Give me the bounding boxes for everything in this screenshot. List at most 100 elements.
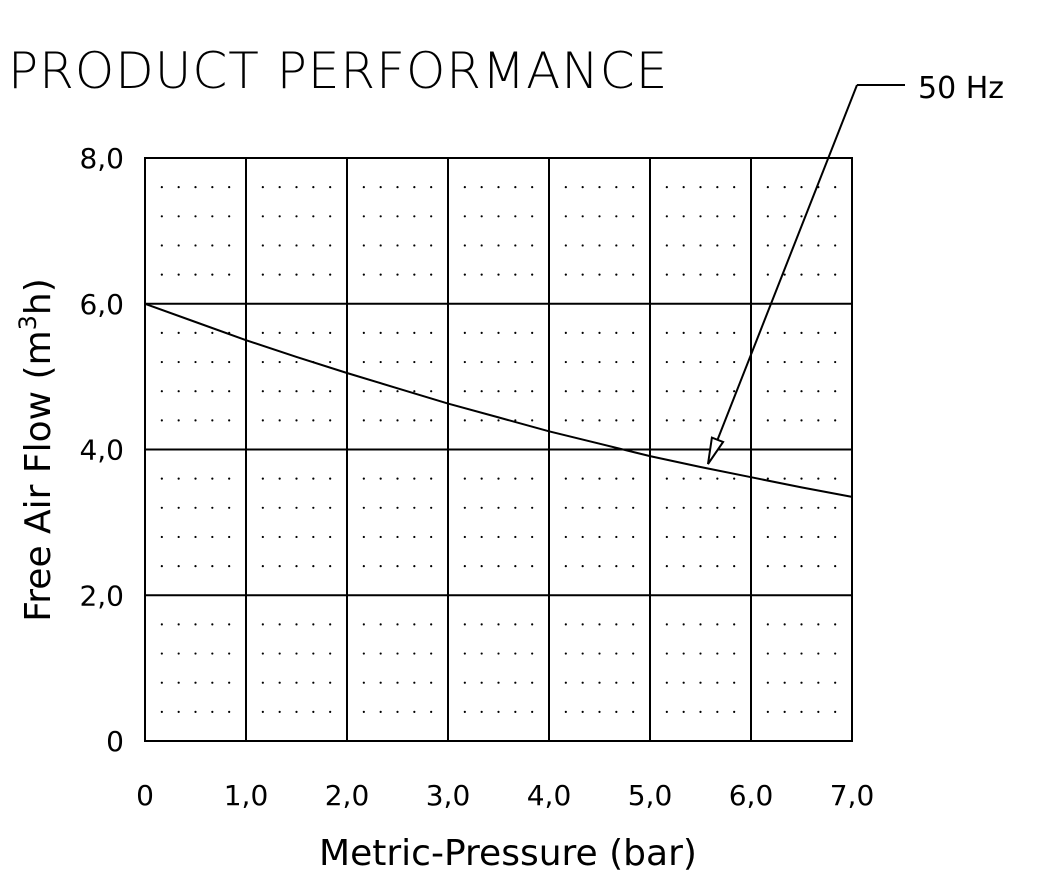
grid-dot <box>379 565 382 568</box>
grid-dot <box>295 477 298 480</box>
grid-dot <box>228 186 231 189</box>
grid-dot <box>278 506 281 509</box>
grid-dot <box>632 506 635 509</box>
grid-dot <box>379 506 382 509</box>
grid-dot <box>497 186 500 189</box>
grid-dot <box>261 710 264 713</box>
grid-dot <box>817 215 820 218</box>
y-tick-label: 0 <box>106 725 124 758</box>
grid-dot <box>716 681 719 684</box>
grid-dot <box>312 477 315 480</box>
grid-dot <box>278 186 281 189</box>
grid-dot <box>379 331 382 334</box>
grid-dot <box>211 244 214 247</box>
grid-dot <box>581 331 584 334</box>
grid-dot <box>699 244 702 247</box>
grid-dot <box>329 215 332 218</box>
grid-dot <box>211 506 214 509</box>
grid-dot <box>295 565 298 568</box>
grid-dot <box>615 419 618 422</box>
grid-dot <box>312 565 315 568</box>
grid-dot <box>295 506 298 509</box>
grid-dot <box>615 623 618 626</box>
grid-dot <box>632 186 635 189</box>
grid-dot <box>766 215 769 218</box>
grid-dot <box>800 477 803 480</box>
grid-dot <box>514 215 517 218</box>
grid-dot <box>261 215 264 218</box>
grid-dot <box>430 652 433 655</box>
grid-dot <box>463 681 466 684</box>
grid-dot <box>194 535 197 539</box>
grid-dot <box>514 623 517 626</box>
grid-dot <box>413 681 416 684</box>
grid-dot <box>514 506 517 509</box>
grid-dot <box>665 477 668 480</box>
grid-dot <box>514 186 517 189</box>
grid-dot <box>177 331 180 334</box>
grid-dot <box>665 681 668 684</box>
grid-dot <box>497 535 500 539</box>
grid-dot <box>480 331 483 334</box>
grid-dot <box>160 419 163 422</box>
grid-dot <box>598 535 601 539</box>
grid-dot <box>413 419 416 422</box>
grid-dot <box>295 681 298 684</box>
grid-dot <box>312 419 315 422</box>
grid-dot <box>598 477 601 480</box>
grid-dot <box>329 623 332 626</box>
grid-dot <box>665 331 668 334</box>
grid-dot <box>665 186 668 189</box>
grid-dot <box>766 710 769 713</box>
grid-dot <box>615 535 618 539</box>
grid-dot <box>362 506 365 509</box>
grid-dot <box>194 390 197 393</box>
grid-dot <box>531 186 534 189</box>
grid-dot <box>716 331 719 334</box>
grid-dot <box>817 419 820 422</box>
grid-dot <box>463 623 466 626</box>
grid-dot <box>278 244 281 247</box>
grid-dot <box>615 215 618 218</box>
grid-dot <box>329 681 332 684</box>
grid-dot <box>194 681 197 684</box>
grid-dot <box>531 390 534 393</box>
grid-dot <box>228 623 231 626</box>
grid-dot <box>682 506 685 509</box>
grid-dot <box>295 535 298 539</box>
grid-dot <box>665 390 668 393</box>
x-tick-label: 0 <box>136 779 154 812</box>
grid-dot <box>396 535 399 539</box>
grid-dot <box>615 273 618 276</box>
grid-dot <box>211 623 214 626</box>
grid-dot <box>682 186 685 189</box>
grid-dot <box>800 565 803 568</box>
grid-dot <box>497 506 500 509</box>
grid-dot <box>362 681 365 684</box>
grid-dot <box>261 390 264 393</box>
grid-dot <box>699 390 702 393</box>
grid-dot <box>514 681 517 684</box>
grid-dot <box>716 652 719 655</box>
grid-dot <box>329 535 332 539</box>
grid-dot <box>632 535 635 539</box>
grid-dot <box>817 565 820 568</box>
grid-dot <box>329 390 332 393</box>
grid-dot <box>564 710 567 713</box>
grid-dot <box>329 186 332 189</box>
grid-dot <box>497 681 500 684</box>
grid-dot <box>295 623 298 626</box>
grid-dot <box>581 565 584 568</box>
grid-dot <box>430 360 433 364</box>
grid-dot <box>160 477 163 480</box>
grid-dot <box>463 710 466 713</box>
grid-dot <box>228 652 231 655</box>
grid-dot <box>733 477 736 480</box>
grid-dot <box>615 681 618 684</box>
grid-dot <box>632 623 635 626</box>
grid-dot <box>766 419 769 422</box>
grid-dot <box>312 390 315 393</box>
grid-dot <box>581 186 584 189</box>
grid-dot <box>463 419 466 422</box>
grid-dot <box>211 273 214 276</box>
